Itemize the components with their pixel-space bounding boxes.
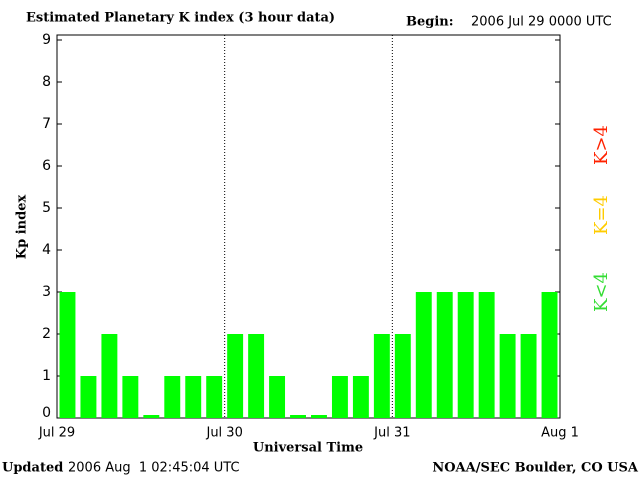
- bar: [80, 376, 97, 418]
- bar: [520, 334, 537, 418]
- begin-label: Begin:: [406, 15, 454, 30]
- bar: [352, 376, 369, 418]
- bar: [122, 376, 139, 418]
- legend-entry: K<4: [591, 272, 612, 312]
- y-tick-label: 0: [42, 405, 51, 421]
- bar: [394, 334, 411, 418]
- updated-value: 2006 Aug 1 02:45:04 UTC: [68, 461, 240, 476]
- bar: [290, 415, 306, 418]
- bar: [499, 334, 516, 418]
- bar: [311, 415, 327, 418]
- bar: [541, 292, 558, 418]
- y-tick-label: 8: [42, 74, 51, 90]
- y-tick-label: 5: [42, 200, 51, 216]
- bar: [478, 292, 495, 418]
- y-tick-label: 4: [42, 242, 51, 258]
- bar: [269, 376, 286, 418]
- y-tick-label: 1: [42, 368, 51, 384]
- legend-entry: K>4: [591, 125, 612, 165]
- x-axis-label: Universal Time: [253, 441, 363, 456]
- updated-label: Updated: [2, 461, 63, 476]
- bar: [185, 376, 202, 418]
- legend-entry: K=4: [591, 195, 612, 235]
- bar: [331, 376, 348, 418]
- y-tick-label: 7: [42, 116, 51, 132]
- plot-frame: [56, 34, 561, 419]
- bar: [164, 376, 181, 418]
- bar: [206, 376, 223, 418]
- x-tick-label: Jul 29: [38, 426, 75, 441]
- bar: [59, 292, 76, 418]
- bar: [373, 334, 390, 418]
- begin-value: 2006 Jul 29 0000 UTC: [471, 15, 612, 30]
- y-tick-label: 3: [42, 284, 51, 300]
- x-tick-label: Jul 30: [205, 426, 242, 441]
- y-tick-label: 6: [42, 158, 51, 174]
- bar: [248, 334, 265, 418]
- bar: [101, 334, 118, 418]
- bar: [143, 415, 160, 418]
- bar: [457, 292, 474, 418]
- bar: [227, 334, 244, 418]
- y-tick-label: 2: [42, 326, 51, 342]
- chart-title: Estimated Planetary K index (3 hour data…: [26, 11, 335, 26]
- y-tick-label: 9: [42, 32, 51, 48]
- y-axis-label: Kp index: [15, 195, 30, 260]
- bar: [436, 292, 453, 418]
- bar: [415, 292, 432, 418]
- source: NOAA/SEC Boulder, CO USA: [432, 461, 639, 476]
- x-tick-label: Aug 1: [541, 426, 579, 441]
- x-tick-label: Jul 31: [373, 426, 410, 441]
